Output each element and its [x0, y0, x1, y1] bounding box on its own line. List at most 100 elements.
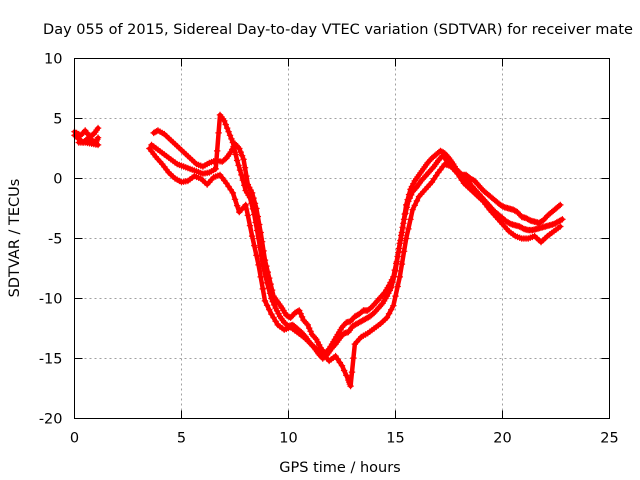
data-point-marker — [225, 128, 232, 135]
y-axis-label: SDTVAR / TECUs — [7, 179, 23, 298]
data-point-marker — [350, 354, 357, 362]
data-point-marker — [403, 235, 410, 242]
data-point-marker — [400, 248, 408, 255]
data-point-marker — [398, 260, 406, 268]
data-point-marker — [246, 194, 254, 201]
data-point-marker — [406, 194, 413, 202]
data-point-marker — [263, 302, 271, 309]
data-point-marker — [383, 292, 391, 300]
data-series — [71, 111, 566, 390]
data-point-marker — [246, 222, 254, 229]
y-tick-label: -15 — [39, 352, 63, 368]
x-tick-label: 10 — [279, 431, 297, 447]
x-tick-label: 15 — [386, 431, 404, 447]
x-tick-label: 25 — [600, 431, 618, 447]
data-point-marker — [268, 310, 275, 318]
x-tick-label: 5 — [177, 431, 186, 447]
data-point-marker — [392, 292, 399, 300]
data-point-marker — [298, 313, 306, 321]
data-point-marker — [367, 304, 374, 312]
data-point-marker — [396, 240, 403, 247]
series-lower-track — [146, 145, 564, 390]
data-point-marker — [94, 141, 102, 149]
y-tick-label: -5 — [48, 232, 62, 248]
data-point-marker — [251, 211, 258, 218]
data-point-marker — [557, 216, 565, 224]
data-point-marker — [399, 224, 406, 231]
data-point-marker — [258, 252, 265, 260]
data-point-marker — [389, 278, 396, 286]
data-point-marker — [388, 284, 395, 291]
data-point-marker — [223, 124, 231, 132]
y-tick-label: 10 — [44, 52, 62, 68]
data-point-marker — [525, 216, 533, 223]
x-tick-label: 0 — [70, 431, 79, 447]
data-point-marker — [343, 372, 350, 379]
data-point-marker — [226, 132, 234, 139]
data-point-marker — [237, 148, 244, 156]
data-point-marker — [233, 157, 241, 164]
x-tick-labels: 0 5 10 15 20 25 — [70, 431, 619, 447]
data-point-marker — [390, 273, 398, 280]
data-point-marker — [386, 287, 393, 294]
data-point-marker — [348, 368, 356, 376]
data-point-marker — [253, 252, 260, 259]
data-point-marker — [358, 308, 366, 315]
data-point-marker — [407, 216, 414, 223]
data-point-marker — [369, 310, 376, 318]
data-point-marker — [238, 171, 245, 179]
data-point-marker — [315, 341, 323, 349]
y-tick-label: -10 — [39, 292, 63, 308]
data-point-marker — [229, 139, 237, 146]
data-point-marker — [398, 232, 405, 239]
data-point-marker — [410, 180, 417, 187]
data-point-marker — [249, 205, 257, 213]
data-point-marker — [266, 290, 274, 297]
data-point-marker — [261, 267, 268, 275]
data-point-marker — [256, 244, 264, 251]
data-point-marker — [240, 156, 247, 163]
data-point-marker — [266, 306, 273, 313]
data-point-marker — [400, 216, 408, 223]
data-point-marker — [390, 302, 397, 309]
data-point-marker — [405, 225, 412, 233]
y-tick-labels: -20 -15 -10 -5 0 5 10 — [39, 52, 63, 428]
data-point-marker — [396, 273, 403, 281]
series-middle-track — [148, 111, 566, 362]
data-point-marker — [413, 197, 421, 205]
data-point-marker — [94, 124, 102, 132]
data-point-marker — [253, 227, 261, 234]
data-point-marker — [270, 314, 277, 321]
data-point-marker — [233, 202, 241, 209]
data-point-marker — [394, 283, 401, 290]
data-point-marker — [405, 198, 412, 205]
data-point-marker — [304, 321, 311, 329]
data-point-marker — [271, 301, 278, 309]
data-point-marker — [222, 121, 229, 128]
data-point-marker — [231, 145, 238, 152]
data-point-marker — [269, 298, 277, 305]
y-tick-label: -20 — [39, 412, 63, 428]
data-point-marker — [228, 135, 235, 143]
data-point-marker — [248, 232, 256, 240]
data-point-marker — [307, 328, 314, 335]
data-point-marker — [313, 336, 320, 343]
data-point-marker — [239, 176, 247, 184]
y-tick-label: 0 — [53, 172, 62, 188]
data-point-marker — [383, 314, 391, 321]
data-point-marker — [411, 202, 418, 209]
data-point-marker — [388, 306, 395, 313]
data-point-marker — [273, 307, 281, 315]
data-point-marker — [409, 206, 416, 213]
data-point-marker — [500, 203, 507, 210]
series-trace — [147, 146, 563, 389]
data-point-marker — [272, 304, 279, 312]
data-point-marker — [393, 258, 401, 265]
data-point-marker — [297, 310, 304, 317]
data-point-marker — [506, 220, 513, 227]
data-point-marker — [212, 165, 219, 173]
data-point-marker — [89, 131, 96, 139]
data-point-marker — [314, 338, 321, 346]
data-point-marker — [255, 235, 262, 242]
